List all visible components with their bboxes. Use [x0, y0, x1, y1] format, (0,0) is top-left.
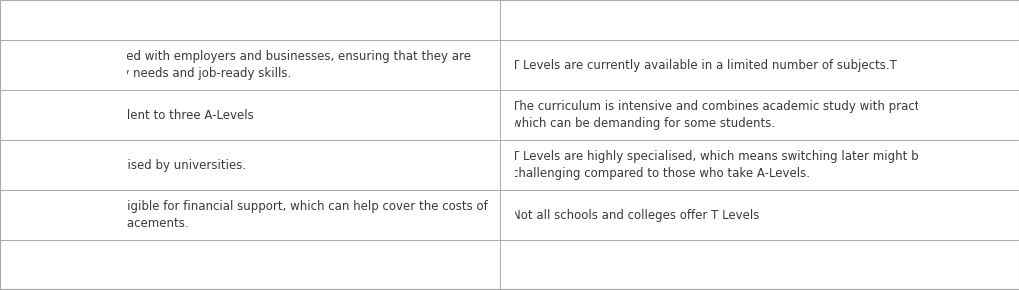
- Text: T Levels are recognised by universities.: T Levels are recognised by universities.: [12, 159, 247, 171]
- Text: T Levels are highly specialised, which means switching later might be more
chall: T Levels are highly specialised, which m…: [512, 150, 960, 180]
- Text: T Levels are currently available in a limited number of subjects.T: T Levels are currently available in a li…: [512, 59, 897, 72]
- Text: T Levels are designed with employers and businesses, ensuring that they are
rele: T Levels are designed with employers and…: [12, 50, 471, 80]
- Text: Not all schools and colleges offer T Levels: Not all schools and colleges offer T Lev…: [512, 209, 759, 222]
- Text: Pros: Pros: [12, 14, 44, 26]
- Text: Students may be eligible for financial support, which can help cover the costs o: Students may be eligible for financial s…: [12, 200, 487, 230]
- Text: Levels may not yet be as widely recognised by all universities.: Levels may not yet be as widely recognis…: [512, 258, 882, 271]
- Text: The curriculum is intensive and combines academic study with practical skills,
w: The curriculum is intensive and combines…: [512, 100, 976, 130]
- Text: Cons: Cons: [512, 14, 545, 26]
- Text: T Levels are equivalent to three A-Levels: T Levels are equivalent to three A-Level…: [12, 108, 254, 122]
